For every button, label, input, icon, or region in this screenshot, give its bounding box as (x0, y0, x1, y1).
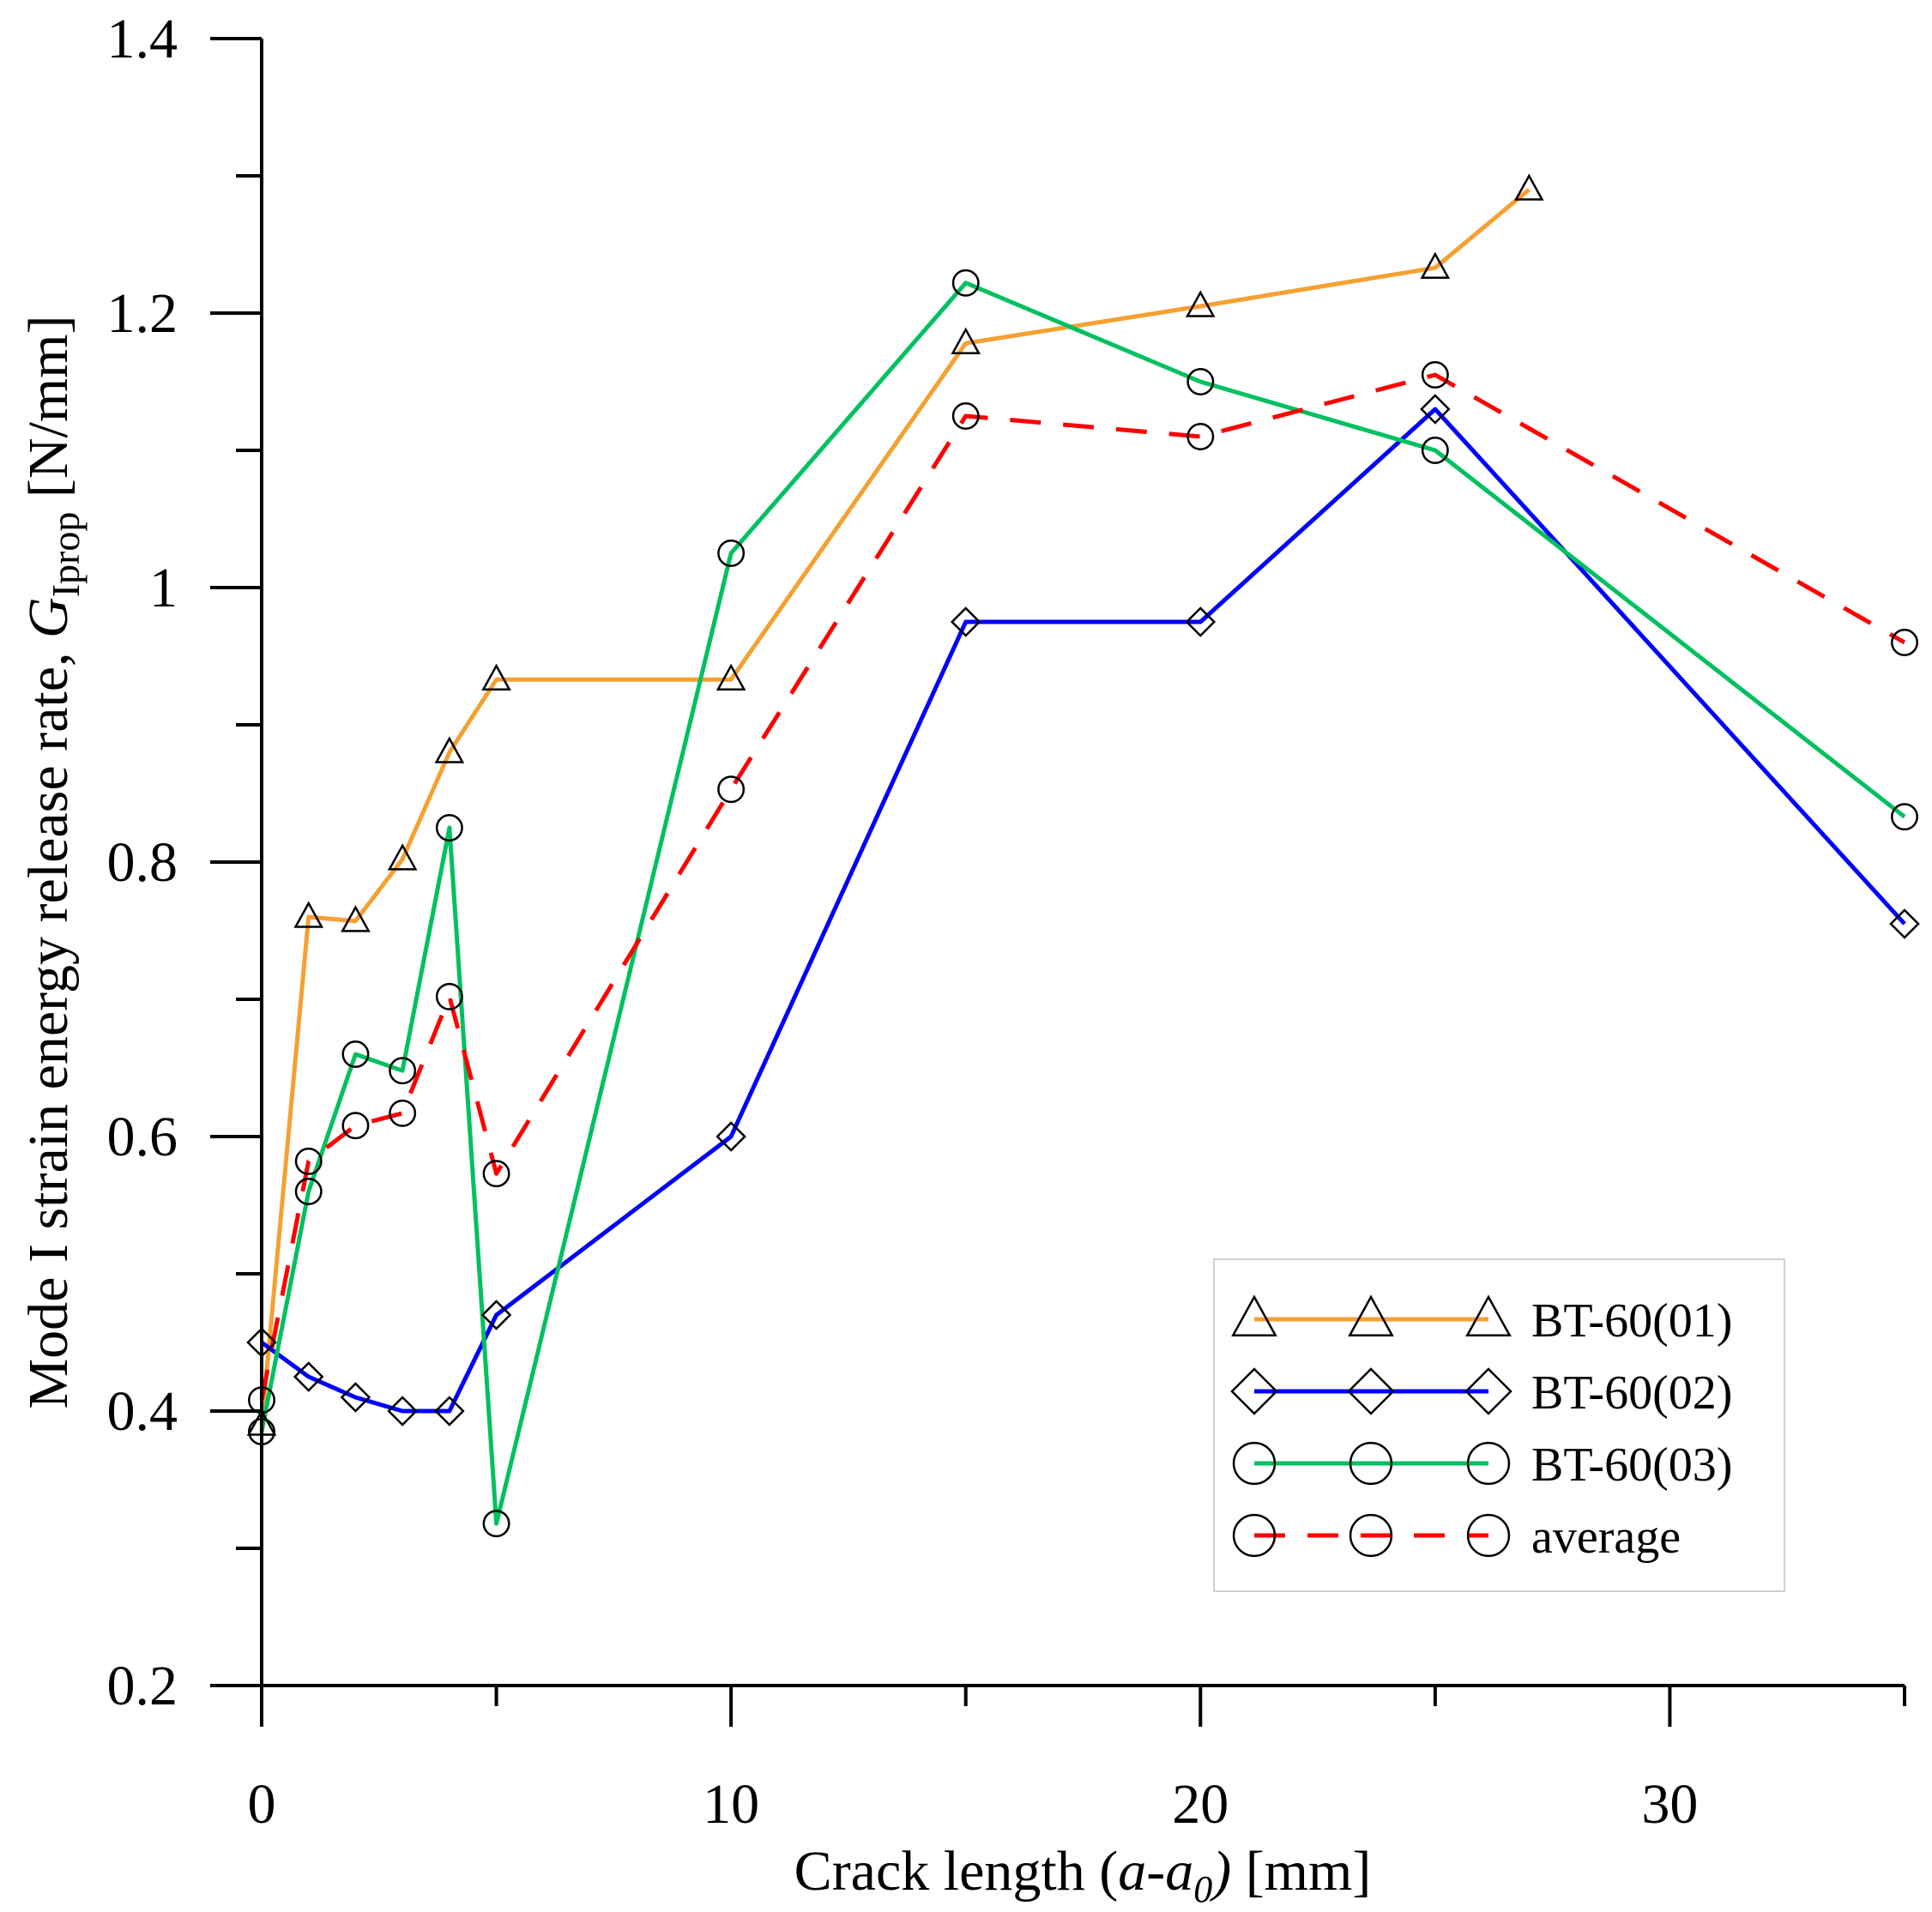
data-point-average-6 (717, 775, 746, 804)
legend-marker (1464, 1367, 1512, 1415)
y-tick-label: 0.6 (107, 1106, 178, 1168)
data-point-bt-60-02-8 (1185, 606, 1217, 637)
data-point-bt-60-02-5 (480, 1300, 512, 1330)
x-title-subscript: 0 (1193, 1868, 1212, 1908)
y-title-subscript: Iprop (44, 512, 88, 598)
x-tick-label: 0 (248, 1773, 276, 1836)
data-point-average-7 (951, 402, 980, 430)
legend-marker (1347, 1367, 1395, 1415)
data-point-bt-60-01-2 (341, 905, 371, 932)
data-point-average-1 (294, 1147, 323, 1175)
legend-label: average (1531, 1511, 1681, 1564)
data-point-bt-60-02-7 (950, 606, 981, 637)
data-point-bt-60-02-9 (1420, 394, 1451, 425)
data-point-bt-60-03-2 (341, 1040, 370, 1068)
data-point-average-3 (389, 1099, 417, 1127)
legend-marker (1349, 1513, 1393, 1558)
legend-marker (1466, 1513, 1511, 1558)
data-point-bt-60-02-3 (387, 1396, 418, 1426)
legend-item-average: average (1232, 1511, 1681, 1564)
data-point-bt-60-03-10 (1891, 803, 1918, 831)
x-tick-label: 20 (1172, 1773, 1229, 1836)
legend-marker (1466, 1441, 1511, 1486)
legend-marker (1465, 1294, 1512, 1336)
data-point-average-5 (482, 1160, 510, 1188)
legend-marker (1348, 1294, 1394, 1336)
data-point-bt-60-01-8 (1185, 290, 1216, 317)
data-point-bt-60-03-8 (1186, 368, 1215, 395)
data-point-bt-60-01-9 (1420, 251, 1451, 279)
data-point-bt-60-02-6 (715, 1121, 746, 1152)
series-lines (259, 188, 1906, 1526)
x-title-prefix: Crack length ( (794, 1840, 1119, 1903)
data-point-bt-60-03-6 (717, 540, 746, 567)
legend-marker (1232, 1441, 1277, 1486)
y-tick-label: 0.4 (107, 1380, 178, 1443)
data-point-bt-60-03-7 (951, 268, 980, 297)
series-markers (246, 173, 1920, 1538)
legend-item-bt-60-02: BT-60(02) (1230, 1366, 1732, 1420)
data-point-average-8 (1186, 423, 1215, 450)
x-title-unit: [mm] (1231, 1840, 1371, 1903)
data-point-average-9 (1421, 361, 1449, 389)
legend-label: BT-60(01) (1531, 1294, 1732, 1348)
x-title-dash: - (1146, 1840, 1165, 1903)
data-point-bt-60-03-3 (389, 1057, 417, 1085)
x-tick-label: 30 (1641, 1773, 1698, 1836)
legend-marker (1232, 1513, 1277, 1558)
axes: 0.2 0.4 0.6 0.8 1 1.2 1.4 0 10 20 30 (107, 8, 1906, 1836)
data-point-bt-60-02-1 (293, 1361, 324, 1392)
x-axis-title: Crack length (a-a0) [mm] (794, 1840, 1372, 1908)
data-point-bt-60-01-10 (1513, 173, 1544, 201)
x-title-var-a0: a (1165, 1840, 1193, 1903)
y-tick-label: 0.2 (107, 1655, 178, 1717)
y-title-prefix: Mode I strain energy release rate, (17, 638, 80, 1409)
data-point-average-4 (435, 982, 463, 1010)
data-point-bt-60-01-1 (293, 901, 324, 928)
series-line-bt-60-02 (260, 407, 1906, 1414)
data-point-bt-60-03-4 (435, 814, 463, 841)
legend: BT-60(01) BT-60(02) BT-60(03) average (1213, 1258, 1785, 1592)
x-title-close: ) (1209, 1840, 1231, 1903)
y-axis-title: Mode I strain energy release rate, GIpro… (17, 316, 88, 1409)
legend-marker (1349, 1441, 1393, 1486)
y-tick-label: 1 (149, 557, 178, 619)
y-tick-label: 1.2 (107, 282, 178, 345)
y-title-var-g: G (17, 597, 80, 638)
series-line-bt-60-03 (259, 280, 1906, 1526)
legend-item-bt-60-01: BT-60(01) (1231, 1294, 1732, 1348)
data-point-average-10 (1891, 629, 1918, 656)
y-title-unit: [N/mm] (17, 316, 80, 512)
legend-item-bt-60-03: BT-60(03) (1232, 1439, 1732, 1492)
x-title-var-a: a (1118, 1840, 1146, 1903)
data-point-bt-60-03-1 (294, 1178, 323, 1205)
legend-label: BT-60(02) (1531, 1366, 1732, 1420)
legend-marker (1230, 1367, 1278, 1415)
legend-label: BT-60(03) (1531, 1439, 1732, 1492)
series-line-average (259, 372, 1906, 1401)
y-tick-label: 1.4 (107, 8, 178, 70)
data-point-bt-60-01-3 (387, 843, 418, 871)
series-line-bt-60-01 (259, 188, 1531, 1426)
y-tick-label: 0.8 (107, 831, 178, 894)
data-point-bt-60-03-5 (482, 1510, 510, 1538)
data-point-bt-60-01-6 (715, 663, 746, 691)
data-point-bt-60-02-2 (340, 1382, 371, 1413)
data-point-bt-60-01-5 (481, 663, 511, 691)
data-point-bt-60-01-7 (951, 327, 981, 354)
x-tick-label: 10 (703, 1773, 759, 1836)
data-point-bt-60-02-10 (1889, 908, 1920, 939)
data-point-average-2 (341, 1112, 370, 1140)
data-point-bt-60-02-4 (434, 1396, 465, 1426)
data-point-bt-60-03-9 (1421, 437, 1449, 464)
data-point-bt-60-01-4 (434, 736, 465, 763)
legend-marker (1231, 1294, 1277, 1336)
